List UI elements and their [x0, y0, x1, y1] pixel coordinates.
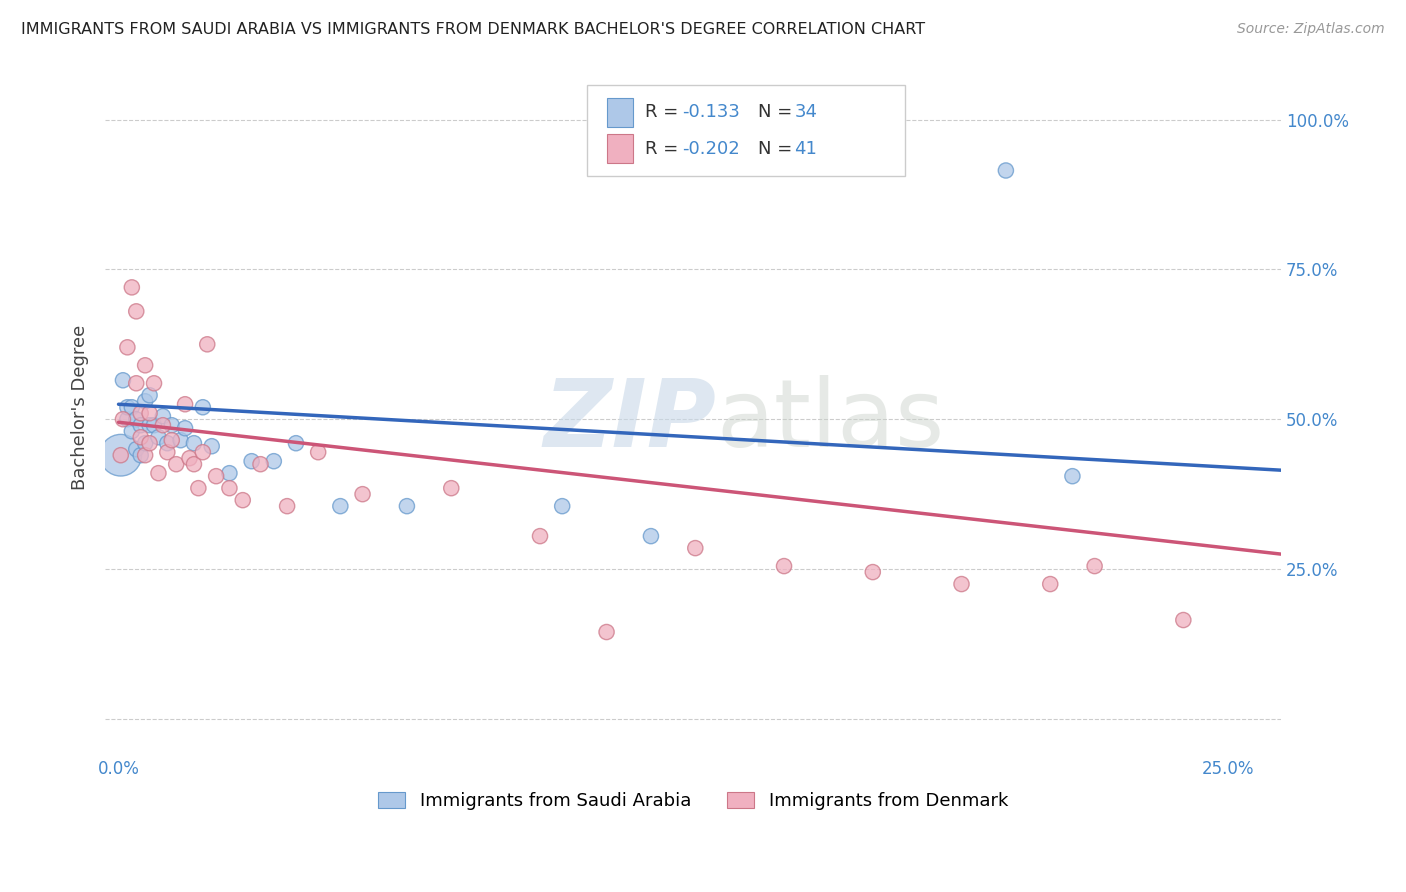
Point — [183, 457, 205, 471]
Point — [201, 439, 224, 453]
Point — [117, 412, 139, 426]
Point — [165, 457, 187, 471]
Point — [263, 454, 285, 468]
Point — [117, 401, 139, 415]
Point — [152, 418, 174, 433]
Point — [129, 406, 152, 420]
Point — [352, 487, 374, 501]
Point — [111, 412, 134, 426]
FancyBboxPatch shape — [607, 97, 633, 127]
Point — [125, 442, 148, 457]
Point — [138, 388, 160, 402]
Point — [950, 577, 973, 591]
Point — [195, 337, 218, 351]
Point — [205, 469, 228, 483]
Point — [121, 401, 143, 415]
Point — [117, 340, 139, 354]
Text: -0.133: -0.133 — [682, 103, 741, 121]
Point — [169, 434, 191, 448]
Point — [329, 499, 352, 513]
Point — [285, 436, 308, 450]
Text: R =: R = — [645, 103, 683, 121]
Point — [121, 280, 143, 294]
Point — [125, 376, 148, 391]
Point — [183, 436, 205, 450]
Point — [862, 565, 884, 579]
Point — [179, 451, 201, 466]
Point — [595, 625, 617, 640]
Point — [994, 163, 1017, 178]
Point — [187, 481, 209, 495]
Point — [156, 445, 179, 459]
Point — [218, 481, 240, 495]
FancyBboxPatch shape — [607, 135, 633, 163]
Point — [191, 445, 214, 459]
Text: 41: 41 — [794, 140, 817, 158]
Point — [685, 541, 707, 555]
Text: N =: N = — [758, 103, 797, 121]
Text: 34: 34 — [794, 103, 817, 121]
Y-axis label: Bachelor's Degree: Bachelor's Degree — [72, 325, 89, 490]
Point — [174, 421, 197, 435]
Text: -0.202: -0.202 — [682, 140, 740, 158]
Point — [440, 481, 463, 495]
Point — [111, 373, 134, 387]
Text: atlas: atlas — [717, 376, 945, 467]
Point — [307, 445, 329, 459]
FancyBboxPatch shape — [588, 86, 904, 176]
Point — [134, 394, 156, 409]
Point — [1173, 613, 1195, 627]
Point — [125, 304, 148, 318]
Point — [640, 529, 662, 543]
Point — [191, 401, 214, 415]
Point — [138, 418, 160, 433]
Point — [529, 529, 551, 543]
Point — [160, 418, 183, 433]
Point — [138, 406, 160, 420]
Point — [121, 424, 143, 438]
Point — [129, 418, 152, 433]
Point — [134, 448, 156, 462]
Point — [232, 493, 254, 508]
Point — [156, 436, 179, 450]
Point — [129, 430, 152, 444]
Point — [773, 559, 796, 574]
Point — [1039, 577, 1062, 591]
Point — [138, 436, 160, 450]
Point — [551, 499, 574, 513]
Legend: Immigrants from Saudi Arabia, Immigrants from Denmark: Immigrants from Saudi Arabia, Immigrants… — [373, 787, 1014, 815]
Text: N =: N = — [758, 140, 797, 158]
Point — [143, 376, 166, 391]
Point — [1062, 469, 1084, 483]
Point — [174, 397, 197, 411]
Point — [125, 412, 148, 426]
Point — [160, 434, 183, 448]
Point — [1084, 559, 1107, 574]
Point — [276, 499, 298, 513]
Point — [152, 409, 174, 424]
Point — [148, 466, 170, 480]
Point — [110, 448, 132, 462]
Point — [129, 448, 152, 462]
Point — [134, 359, 156, 373]
Point — [134, 436, 156, 450]
Point — [218, 466, 240, 480]
Point — [395, 499, 418, 513]
Text: R =: R = — [645, 140, 683, 158]
Point — [148, 430, 170, 444]
Text: IMMIGRANTS FROM SAUDI ARABIA VS IMMIGRANTS FROM DENMARK BACHELOR'S DEGREE CORREL: IMMIGRANTS FROM SAUDI ARABIA VS IMMIGRAN… — [21, 22, 925, 37]
Point — [240, 454, 263, 468]
Text: ZIP: ZIP — [544, 376, 717, 467]
Text: Source: ZipAtlas.com: Source: ZipAtlas.com — [1237, 22, 1385, 37]
Point — [143, 418, 166, 433]
Point — [249, 457, 271, 471]
Point — [110, 448, 132, 462]
